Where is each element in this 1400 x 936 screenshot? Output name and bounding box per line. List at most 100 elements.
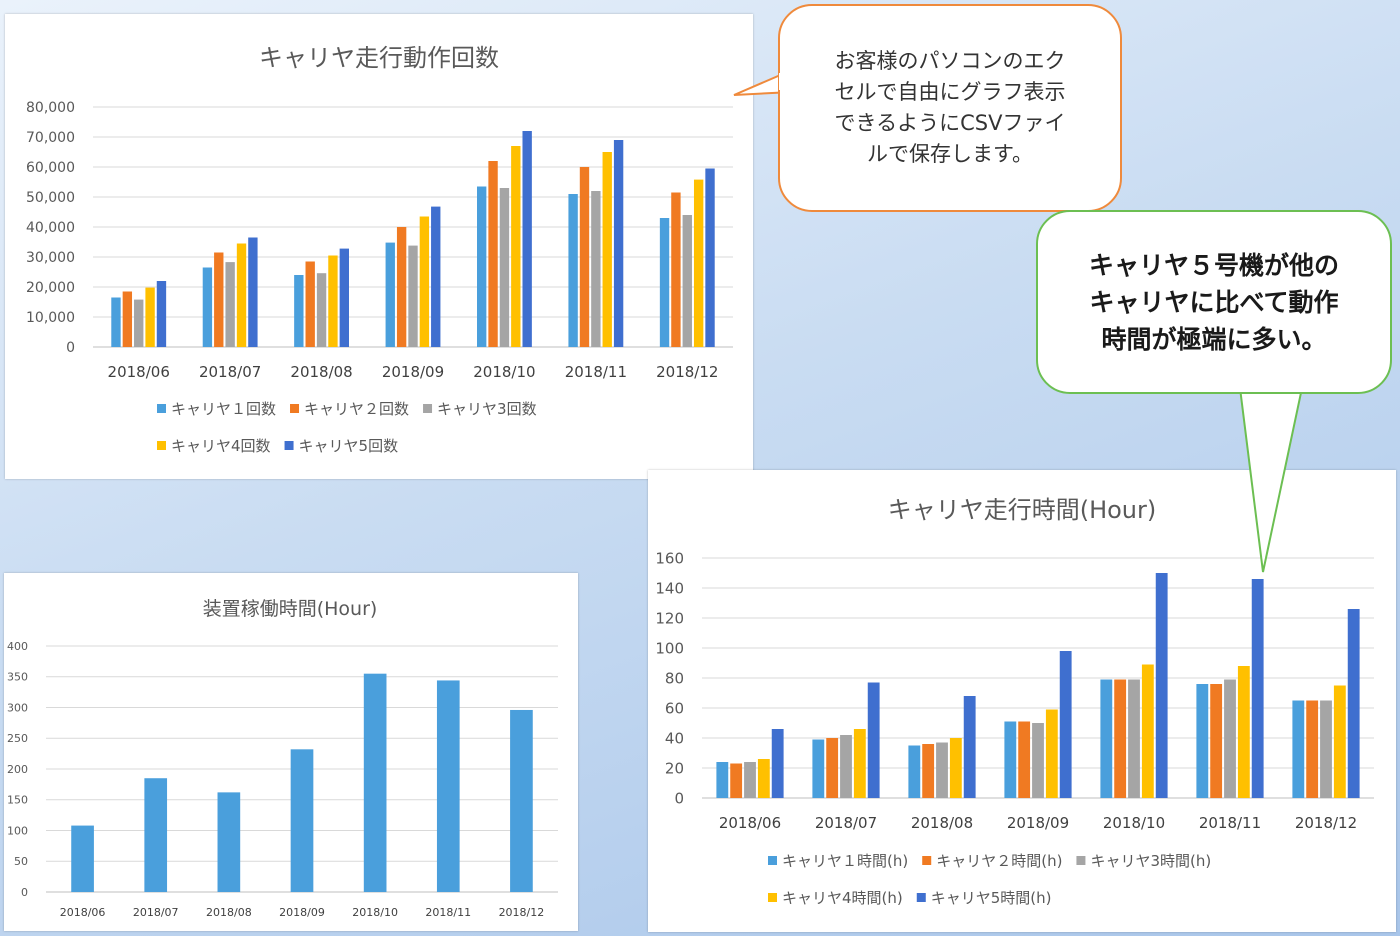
y-tick-label: 10,000 <box>26 310 75 326</box>
bar <box>922 744 935 798</box>
y-tick-label: 80,000 <box>26 100 75 116</box>
bar <box>949 738 962 798</box>
bar <box>122 291 133 347</box>
csv-save-callout: お客様のパソコンのエク セルで自由にグラフ表示 できるようにCSVファイ ルで保… <box>778 4 1122 212</box>
bar <box>339 248 349 347</box>
bar <box>908 745 921 798</box>
legend-label: キャリヤ１時間(h) <box>782 852 908 870</box>
y-tick-label: 70,000 <box>26 130 75 146</box>
bar <box>1320 700 1332 798</box>
bar <box>853 729 866 798</box>
x-tick-label: 2018/11 <box>565 363 627 381</box>
x-tick-label: 2018/06 <box>108 363 170 381</box>
bar <box>730 763 743 798</box>
y-tick-label: 100 <box>7 824 28 837</box>
bar <box>294 275 304 347</box>
y-tick-label: 40 <box>665 729 684 747</box>
bar <box>682 215 692 347</box>
bar <box>134 299 144 347</box>
legend-label: キャリヤ3時間(h) <box>1090 852 1211 870</box>
bar <box>499 188 510 347</box>
legend-label: キャリヤ5時間(h) <box>931 889 1052 907</box>
bar <box>671 192 681 347</box>
x-tick-label: 2018/06 <box>719 814 781 832</box>
bar <box>522 131 532 347</box>
bar <box>1347 609 1360 798</box>
carrier-hours-chart-panel: キャリヤ走行時間(Hour) 0 20 40 60 80 100 120 140 160 2018/… <box>648 470 1396 932</box>
x-tick-label: 2018/07 <box>815 814 877 832</box>
y-tick-label: 50 <box>14 855 28 868</box>
legend-label: キャリヤ4時間(h) <box>782 889 903 907</box>
carrier5-callout-text: キャリヤ５号機が他の キャリヤに比べて動作 時間が極端に多い。 <box>1088 250 1339 354</box>
carrier-hours-chart: キャリヤ走行時間(Hour) 0 20 40 60 80 100 120 140 160 2018/… <box>655 496 1374 907</box>
bar <box>217 792 241 892</box>
bar <box>488 161 498 347</box>
bar <box>1251 579 1264 798</box>
legend-swatch <box>157 404 166 413</box>
bar <box>156 281 167 347</box>
bar <box>1306 700 1319 798</box>
bar <box>1224 679 1236 798</box>
bar <box>1018 721 1031 798</box>
x-tick-label: 2018/12 <box>499 906 545 919</box>
y-tick-label: 140 <box>655 579 684 597</box>
bar <box>716 762 729 798</box>
bar <box>419 216 430 347</box>
y-tick-label: 350 <box>7 671 28 684</box>
legend-swatch <box>916 893 926 902</box>
bar <box>963 696 976 798</box>
bar <box>812 739 825 798</box>
bar <box>1128 679 1140 798</box>
y-tick-label: 60,000 <box>26 160 75 176</box>
bar <box>1032 723 1044 798</box>
bar <box>510 709 533 892</box>
x-tick-label: 2018/11 <box>1199 814 1261 832</box>
carrier-count-chart: キャリヤ走行動作回数 0 10,000 20,000 30,000 40,000 50,00… <box>26 44 733 455</box>
x-tick-label: 2018/07 <box>199 363 261 381</box>
legend-label: キャリヤ２時間(h) <box>936 852 1062 870</box>
device-hours-chart: 装置稼働時間(Hour) 0 50 100 150 200 250 300 350 400 2018… <box>7 598 558 919</box>
x-tick-label: 2018/12 <box>1295 814 1357 832</box>
bar <box>248 237 258 347</box>
y-tick-label: 200 <box>7 763 28 776</box>
bar <box>328 255 338 347</box>
x-tick-label: 2018/08 <box>206 906 252 919</box>
y-tick-label: 50,000 <box>26 190 75 206</box>
bar <box>385 242 395 347</box>
bar <box>71 825 94 892</box>
y-tick-label: 120 <box>655 609 684 627</box>
legend-label: キャリヤ4回数 <box>171 437 271 455</box>
y-tick-label: 60 <box>665 699 684 717</box>
bar <box>396 227 407 347</box>
bar <box>613 140 624 347</box>
legend-swatch <box>290 404 300 413</box>
bar <box>744 762 756 798</box>
legend-swatch <box>284 441 294 450</box>
chart-title: キャリヤ走行時間(Hour) <box>888 496 1157 524</box>
bar <box>568 194 578 347</box>
x-tick-label: 2018/07 <box>133 906 179 919</box>
x-tick-label: 2018/09 <box>279 906 325 919</box>
bar <box>1100 679 1113 798</box>
legend-label: キャリヤ3回数 <box>437 400 537 418</box>
legend-swatch <box>1076 856 1086 865</box>
bar <box>290 749 314 892</box>
legend-swatch <box>423 404 433 413</box>
y-tick-label: 400 <box>7 640 28 653</box>
y-tick-label: 80 <box>665 669 684 687</box>
x-tick-label: 2018/08 <box>911 814 973 832</box>
bar <box>431 206 441 347</box>
bar <box>867 682 880 798</box>
bar <box>305 261 315 347</box>
y-tick-label: 30,000 <box>26 250 75 266</box>
csv-save-callout-text: お客様のパソコンのエク セルで自由にグラフ表示 できるようにCSVファイ ルで保… <box>834 49 1066 166</box>
legend-swatch <box>922 856 932 865</box>
legend-label: キャリヤ１回数 <box>171 400 276 418</box>
bar <box>771 729 784 798</box>
bar <box>225 262 235 347</box>
y-tick-label: 160 <box>655 549 684 567</box>
bar <box>1333 685 1346 798</box>
legend-swatch <box>157 441 166 450</box>
bar <box>757 759 770 798</box>
legend-swatch <box>768 893 777 902</box>
